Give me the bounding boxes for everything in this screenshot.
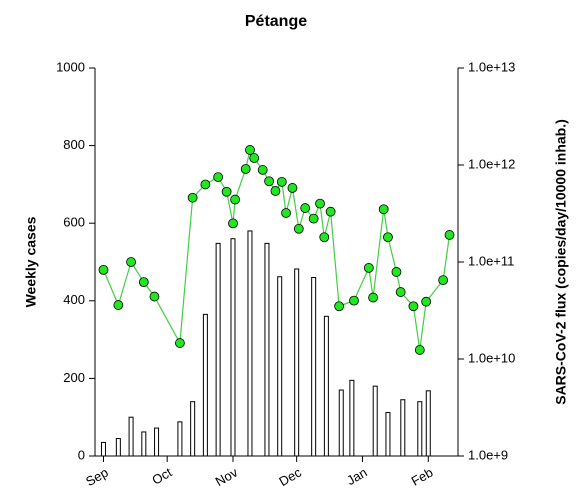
bar [100, 441, 106, 457]
line [102, 148, 451, 351]
point [276, 176, 287, 187]
x-tick-label: Oct [149, 464, 174, 487]
bar [141, 431, 147, 457]
point [98, 264, 109, 275]
point [349, 295, 359, 306]
bar [311, 277, 317, 457]
point [395, 287, 406, 297]
bar [425, 390, 431, 457]
point [113, 300, 124, 310]
point [245, 145, 255, 155]
point [408, 301, 419, 312]
point [287, 183, 298, 193]
x-tick-label: Dec [276, 464, 304, 489]
point [249, 153, 260, 163]
y2-tick-label: 1.0e+9 [468, 447, 508, 462]
point [126, 257, 136, 267]
bar [202, 313, 208, 457]
point [368, 292, 378, 303]
y2-tick-label: 1.0e+12 [468, 156, 515, 171]
point [444, 230, 455, 240]
x-tick-label: Nov [213, 464, 241, 489]
x-tick-label: Feb [409, 465, 436, 489]
y-axis-title: Weekly cases [23, 216, 39, 307]
y-tick-label: 200 [63, 370, 85, 385]
point [334, 301, 345, 312]
point [138, 277, 149, 288]
x-tick-label: Sep [83, 465, 111, 490]
bar [349, 379, 355, 457]
bar [372, 385, 378, 457]
bar [128, 416, 134, 457]
point [175, 338, 185, 348]
point [421, 296, 432, 307]
bar [294, 268, 300, 457]
point [308, 213, 319, 224]
point [319, 232, 330, 243]
point [300, 203, 311, 213]
bar [115, 438, 121, 457]
bar [323, 315, 329, 457]
bar [277, 276, 283, 457]
y-tick-label: 600 [63, 215, 85, 230]
bar [215, 242, 221, 457]
bar [264, 242, 270, 457]
y-tick-label: 1000 [56, 59, 85, 74]
bar [154, 427, 160, 457]
bar [385, 412, 391, 457]
bar [177, 421, 183, 457]
y2-tick-label: 1.0e+11 [468, 253, 514, 268]
y2-tick-label: 1.0e+10 [468, 350, 515, 365]
point [257, 165, 268, 175]
point [213, 172, 224, 183]
y2-tick-label: 1.0e+13 [468, 59, 515, 74]
chart-title: Pétange [245, 13, 307, 30]
bar [400, 399, 406, 457]
point [270, 186, 281, 196]
point [378, 204, 389, 215]
point [230, 194, 241, 205]
bar [190, 401, 196, 457]
point [315, 198, 325, 209]
point [383, 232, 393, 243]
point [281, 208, 291, 218]
point [240, 164, 251, 174]
bar [338, 389, 344, 457]
point [149, 291, 160, 302]
point [293, 223, 304, 234]
point [325, 206, 336, 217]
point [438, 275, 449, 286]
point [391, 267, 402, 277]
x-tick-label: Jan [344, 465, 370, 488]
bar [230, 238, 236, 457]
y-tick-label: 0 [78, 447, 85, 462]
bar [417, 401, 423, 457]
point [414, 345, 425, 355]
bar [247, 230, 253, 457]
point [187, 192, 198, 203]
point [228, 218, 238, 229]
point [221, 186, 232, 197]
point [363, 262, 374, 273]
point [200, 179, 211, 190]
point [264, 176, 274, 187]
y-tick-label: 800 [63, 137, 85, 152]
y-tick-label: 400 [63, 292, 85, 307]
y2-axis-title: SARS-CoV-2 flux (copies/day/10000 inhab.… [553, 119, 569, 405]
